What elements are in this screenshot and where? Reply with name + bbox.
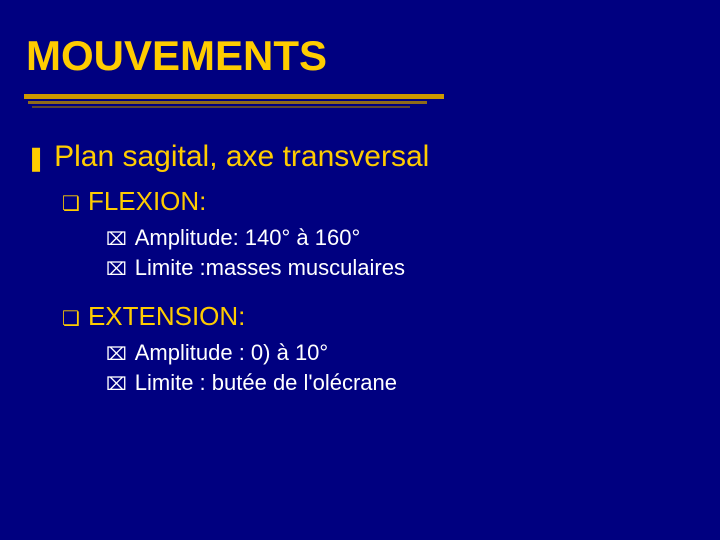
level2-text: FLEXION:: [88, 186, 206, 217]
bullet-level1: ❚ Plan sagital, axe transversal: [26, 140, 690, 174]
level3-text: Amplitude : 0) à 10°: [135, 340, 328, 366]
square-bullet-icon: ❏: [62, 306, 80, 331]
bullet-level2: ❏ EXTENSION:: [62, 301, 690, 332]
x-bullet-icon: ⌧: [106, 344, 127, 365]
title-underline: [24, 94, 444, 114]
z-bullet-icon: ❚: [26, 144, 46, 173]
x-bullet-icon: ⌧: [106, 374, 127, 395]
bullet-level3: ⌧ Limite :masses musculaires: [106, 255, 690, 281]
bullet-level3: ⌧ Limite : butée de l'olécrane: [106, 370, 690, 396]
bullet-level3: ⌧ Amplitude : 0) à 10°: [106, 340, 690, 366]
level3-text: Amplitude: 140° à 160°: [135, 225, 361, 251]
bullet-level2: ❏ FLEXION:: [62, 186, 690, 217]
slide-title: MOUVEMENTS: [26, 32, 327, 80]
x-bullet-icon: ⌧: [106, 259, 127, 280]
level2-text: EXTENSION:: [88, 301, 245, 332]
level3-text: Limite : butée de l'olécrane: [135, 370, 397, 396]
level1-text: Plan sagital, axe transversal: [54, 140, 429, 174]
slide-content: ❚ Plan sagital, axe transversal ❏ FLEXIO…: [26, 140, 690, 400]
level3-text: Limite :masses musculaires: [135, 255, 405, 281]
slide: MOUVEMENTS ❚ Plan sagital, axe transvers…: [0, 0, 720, 540]
x-bullet-icon: ⌧: [106, 229, 127, 250]
square-bullet-icon: ❏: [62, 191, 80, 216]
bullet-level3: ⌧ Amplitude: 140° à 160°: [106, 225, 690, 251]
